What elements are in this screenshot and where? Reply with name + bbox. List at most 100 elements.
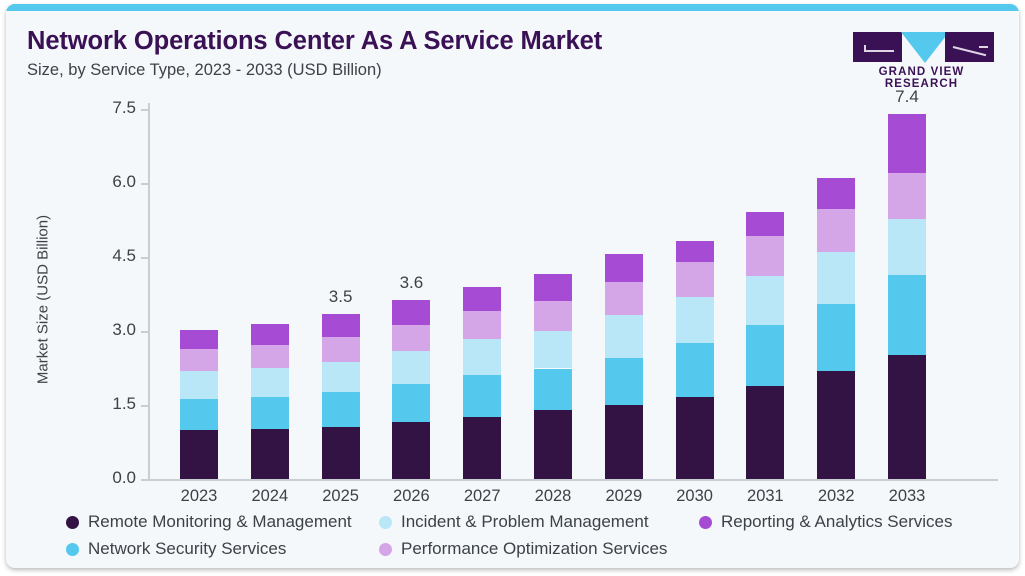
bar-segment[interactable] xyxy=(817,370,856,479)
bar-value-label: 3.5 xyxy=(328,286,353,306)
bar-segment[interactable] xyxy=(250,396,289,429)
legend-swatch-icon xyxy=(379,515,392,529)
bar-segment[interactable] xyxy=(675,397,714,479)
bar-segment[interactable] xyxy=(463,311,502,340)
bar-segment[interactable] xyxy=(675,297,714,343)
legend-item[interactable]: Remote Monitoring & Management xyxy=(66,512,352,532)
bar-stack[interactable] xyxy=(463,286,502,479)
bar-segment[interactable] xyxy=(746,275,785,326)
y-axis-tick-mark xyxy=(141,183,149,185)
bar-segment[interactable] xyxy=(888,354,926,479)
bar-segment[interactable] xyxy=(180,329,218,350)
y-axis-tick-mark xyxy=(141,331,149,333)
bar-stack[interactable] xyxy=(180,329,218,479)
bar-stack[interactable] xyxy=(746,211,785,479)
grand-view-research-logo: GRAND VIEW RESEARCH xyxy=(840,32,1003,90)
logo-block-right-icon xyxy=(945,32,994,62)
bar-segment[interactable] xyxy=(746,236,785,276)
bar-segment[interactable] xyxy=(888,218,926,275)
bar-stack[interactable] xyxy=(392,300,431,479)
legend-item[interactable]: Performance Optimization Services xyxy=(379,539,667,559)
legend-swatch-icon xyxy=(66,542,79,556)
bar-segment[interactable] xyxy=(463,339,502,375)
bar-segment[interactable] xyxy=(392,383,431,423)
bar-segment[interactable] xyxy=(888,173,926,219)
legend-swatch-icon xyxy=(379,542,392,556)
chart-card: Network Operations Center As A Service M… xyxy=(6,4,1019,568)
bar-segment[interactable] xyxy=(250,344,289,368)
bar-segment[interactable] xyxy=(250,367,289,397)
x-axis-tick-label: 2033 xyxy=(888,487,926,505)
bar-segment[interactable] xyxy=(321,361,360,393)
bar-segment[interactable] xyxy=(604,315,643,358)
legend-item[interactable]: Incident & Problem Management xyxy=(379,512,649,532)
bar-segment[interactable] xyxy=(604,404,643,479)
bar-segment[interactable] xyxy=(746,325,785,386)
bar-stack[interactable] xyxy=(675,241,714,479)
bar-segment[interactable] xyxy=(463,374,502,417)
bar-segment[interactable] xyxy=(817,209,856,252)
bar-segment[interactable] xyxy=(180,370,218,400)
bar-segment[interactable] xyxy=(746,385,785,479)
bar-segment[interactable] xyxy=(534,273,572,301)
bar-segment[interactable] xyxy=(604,282,643,316)
logo-text: GRAND VIEW RESEARCH xyxy=(878,66,965,90)
y-axis-tick-label: 0.0 xyxy=(112,468,136,487)
bar-segment[interactable] xyxy=(675,261,714,298)
bar-segment[interactable] xyxy=(888,274,926,355)
bar-segment[interactable] xyxy=(392,351,431,384)
y-axis-tick-mark xyxy=(141,479,149,481)
bar-stack[interactable] xyxy=(604,253,643,479)
bar-stack[interactable] xyxy=(250,323,289,479)
bar-segment[interactable] xyxy=(534,410,572,479)
bar-stack[interactable] xyxy=(817,178,856,479)
bar-segment[interactable] xyxy=(463,416,502,479)
bar-segment[interactable] xyxy=(463,286,502,312)
legend-item[interactable]: Reporting & Analytics Services xyxy=(699,512,953,532)
bar-segment[interactable] xyxy=(392,422,431,479)
legend-item[interactable]: Network Security Services xyxy=(66,539,286,559)
y-axis-tick-mark xyxy=(141,109,149,111)
chart-header: Network Operations Center As A Service M… xyxy=(6,11,1019,90)
bar-segment[interactable] xyxy=(604,357,643,405)
bar-segment[interactable] xyxy=(321,426,360,479)
y-axis-tick-label: 7.5 xyxy=(112,98,136,117)
bar-segment[interactable] xyxy=(604,253,643,283)
bar-segment[interactable] xyxy=(534,300,572,331)
bar-segment[interactable] xyxy=(888,113,926,174)
x-axis-tick-label: 2031 xyxy=(747,487,784,505)
bar-segment[interactable] xyxy=(392,300,431,325)
bar-stack[interactable] xyxy=(534,273,572,479)
bar-segment[interactable] xyxy=(817,178,856,210)
bar-segment[interactable] xyxy=(250,428,289,479)
bar-segment[interactable] xyxy=(180,399,218,430)
bar-segment[interactable] xyxy=(534,368,572,411)
x-axis-tick-label: 2024 xyxy=(251,487,289,505)
bar-segment[interactable] xyxy=(817,251,856,304)
bar-segment[interactable] xyxy=(675,241,714,262)
y-axis-tick-label: 6.0 xyxy=(112,172,136,191)
bar-segment[interactable] xyxy=(746,211,785,237)
bar-segment[interactable] xyxy=(180,429,218,479)
bar-segment[interactable] xyxy=(321,392,360,427)
legend-swatch-icon xyxy=(699,515,712,529)
bar-stack[interactable] xyxy=(888,113,926,479)
bar-value-label: 3.6 xyxy=(399,273,424,293)
bar-segment[interactable] xyxy=(392,324,431,352)
bar-segment[interactable] xyxy=(534,331,572,369)
page-subtitle: Size, by Service Type, 2023 - 2033 (USD … xyxy=(27,61,382,79)
bar-stack[interactable] xyxy=(321,313,360,479)
bar-segment[interactable] xyxy=(250,323,289,345)
bar-segment[interactable] xyxy=(675,342,714,398)
legend-item-label: Reporting & Analytics Services xyxy=(721,512,953,531)
y-axis-tick-label: 3.0 xyxy=(112,320,136,339)
y-axis-tick-mark xyxy=(141,257,149,259)
legend-item-label: Incident & Problem Management xyxy=(401,512,649,531)
logo-block-left-icon xyxy=(853,32,902,62)
bar-segment[interactable] xyxy=(321,313,360,337)
bar-segment[interactable] xyxy=(321,336,360,362)
legend-swatch-icon xyxy=(66,515,79,529)
bar-segment[interactable] xyxy=(817,303,856,371)
bar-segment[interactable] xyxy=(180,349,218,371)
logo-left-tick xyxy=(864,45,866,52)
